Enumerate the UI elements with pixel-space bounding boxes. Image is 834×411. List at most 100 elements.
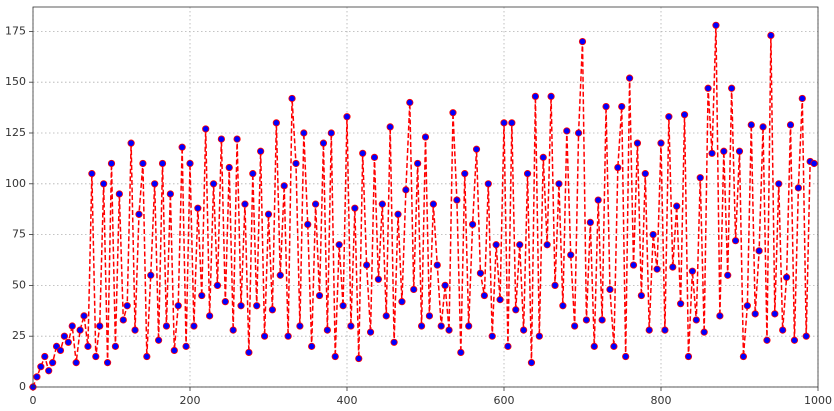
- y-tick-label: 175: [5, 24, 26, 37]
- data-point: [147, 271, 155, 279]
- y-tick-label: 100: [5, 177, 26, 190]
- data-point: [625, 74, 634, 82]
- data-point: [414, 159, 422, 168]
- data-point: [574, 129, 583, 137]
- data-point: [111, 342, 120, 350]
- data-point: [151, 180, 159, 188]
- data-point: [535, 332, 543, 340]
- data-point: [331, 352, 339, 361]
- data-point: [378, 200, 386, 208]
- data-point: [786, 121, 795, 129]
- data-point: [359, 149, 367, 157]
- data-point: [135, 210, 143, 218]
- data-point: [33, 373, 41, 381]
- data-point: [406, 98, 414, 107]
- data-point: [610, 342, 618, 350]
- data-point: [178, 143, 186, 151]
- x-tick-label: 200: [180, 394, 201, 407]
- data-point: [339, 302, 347, 310]
- data-point: [567, 251, 575, 259]
- data-point: [206, 312, 214, 320]
- data-point: [688, 267, 697, 275]
- data-point: [186, 159, 194, 168]
- data-point: [366, 328, 375, 336]
- data-point: [217, 135, 225, 143]
- data-point: [233, 135, 241, 143]
- data-point: [708, 149, 716, 157]
- data-point: [72, 359, 80, 367]
- data-point: [480, 291, 488, 300]
- data-point: [417, 322, 426, 330]
- data-point: [198, 291, 206, 300]
- y-tick-label: 150: [5, 75, 26, 88]
- data-point: [571, 322, 579, 330]
- data-point: [461, 170, 469, 178]
- data-point: [296, 322, 304, 330]
- data-point: [716, 312, 724, 320]
- data-point: [131, 326, 139, 334]
- data-point: [673, 202, 681, 210]
- data-point: [633, 139, 642, 147]
- x-tick-label: 0: [30, 394, 37, 407]
- data-point: [578, 37, 587, 46]
- data-point: [677, 300, 685, 308]
- data-point: [614, 163, 622, 172]
- data-point: [92, 352, 100, 361]
- data-point: [728, 84, 736, 92]
- data-point: [264, 210, 273, 218]
- data-point: [527, 359, 536, 367]
- x-tick-label: 400: [337, 394, 358, 407]
- data-point: [484, 180, 492, 188]
- data-point: [563, 127, 571, 135]
- x-tick-label: 600: [494, 394, 515, 407]
- data-point: [735, 147, 744, 155]
- data-point: [637, 291, 645, 300]
- data-point: [327, 129, 335, 137]
- data-point: [107, 159, 116, 168]
- data-point: [476, 269, 485, 277]
- data-point: [88, 170, 96, 178]
- data-point: [139, 159, 147, 168]
- data-point: [64, 338, 72, 346]
- data-point: [747, 121, 755, 129]
- data-point: [229, 326, 237, 334]
- data-point: [143, 352, 151, 361]
- plot-frame: [32, 6, 819, 388]
- data-point: [606, 285, 614, 294]
- data-point: [60, 332, 69, 340]
- data-point: [500, 119, 508, 127]
- data-point: [166, 190, 174, 198]
- data-point: [45, 367, 53, 375]
- data-point: [743, 302, 751, 310]
- data-point: [158, 159, 167, 168]
- data-point: [249, 170, 257, 178]
- x-tick-label: 1000: [804, 394, 832, 407]
- data-point: [582, 316, 591, 324]
- data-point: [618, 102, 626, 111]
- data-point: [782, 273, 791, 281]
- data-point: [311, 200, 320, 208]
- data-point: [692, 316, 700, 324]
- data-point: [457, 348, 465, 357]
- data-point: [433, 261, 441, 269]
- data-point: [280, 182, 288, 190]
- data-point: [260, 332, 269, 340]
- data-point: [292, 159, 300, 168]
- data-point: [539, 153, 547, 161]
- data-point: [308, 342, 316, 350]
- data-point: [543, 241, 551, 249]
- data-point: [586, 218, 594, 227]
- data-point: [649, 230, 657, 239]
- data-point: [80, 312, 88, 320]
- data-point: [209, 180, 218, 188]
- data-point: [465, 322, 473, 330]
- data-point: [504, 342, 512, 350]
- data-point: [731, 237, 740, 245]
- data-point: [402, 186, 410, 194]
- data-point: [182, 342, 190, 350]
- data-point: [520, 326, 528, 334]
- data-point: [284, 332, 292, 340]
- data-point: [103, 359, 112, 367]
- data-point: [386, 123, 394, 131]
